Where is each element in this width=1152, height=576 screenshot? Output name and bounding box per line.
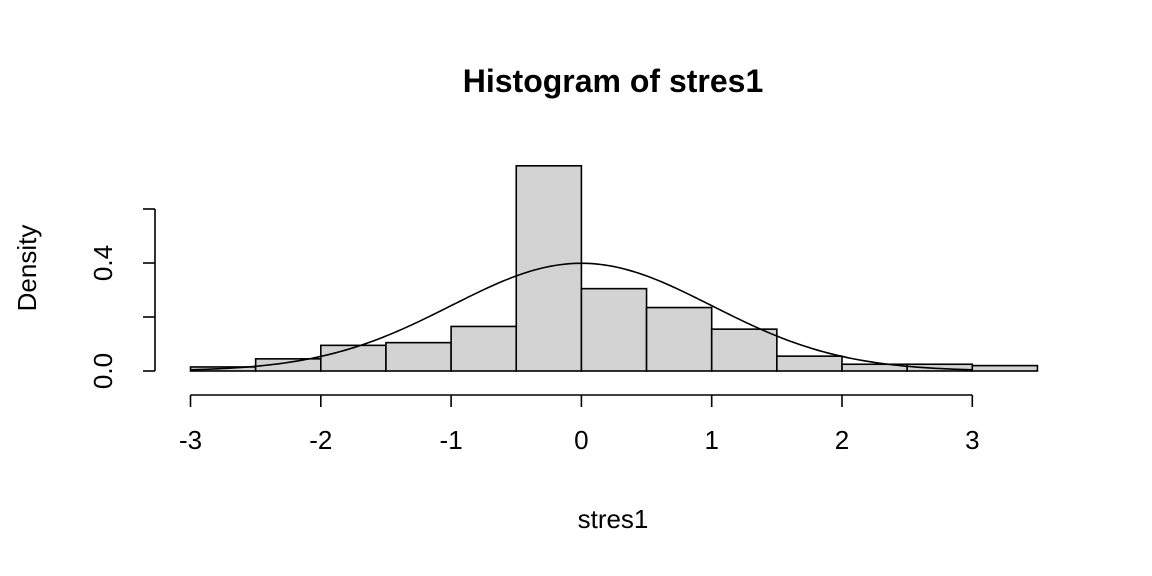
x-axis-label: stres1 <box>578 504 649 534</box>
x-axis: -3 -2 -1 0 1 2 3 <box>179 394 980 455</box>
histogram-bars <box>189 165 1039 372</box>
histogram-bar-9 <box>776 355 843 372</box>
x-tick-label-6: 3 <box>965 425 979 455</box>
x-tick-label-5: 2 <box>835 425 849 455</box>
y-axis-label: Density <box>12 225 42 312</box>
histogram-bar-12 <box>971 364 1039 372</box>
x-tick-label-3: 0 <box>574 425 588 455</box>
histogram-bar-6 <box>580 287 648 372</box>
histogram-bar-2 <box>319 344 387 372</box>
y-tick-label-2: 0.4 <box>88 245 118 281</box>
density-curve-layer <box>190 262 973 371</box>
histogram-bar-3 <box>385 341 452 372</box>
normal-density-curve <box>190 262 973 371</box>
x-tick-label-0: -3 <box>179 425 202 455</box>
histogram-bar-8 <box>710 328 778 372</box>
x-tick-label-2: -1 <box>440 425 463 455</box>
y-axis: 0.0 0.4 <box>88 208 156 389</box>
histogram-bar-5 <box>515 165 583 372</box>
x-tick-label-1: -2 <box>309 425 332 455</box>
histogram-bar-7 <box>645 306 713 372</box>
histogram-bar-4 <box>450 325 518 372</box>
x-tick-label-4: 1 <box>704 425 718 455</box>
chart-title: Histogram of stres1 <box>463 63 764 99</box>
y-tick-label-0: 0.0 <box>88 353 118 389</box>
